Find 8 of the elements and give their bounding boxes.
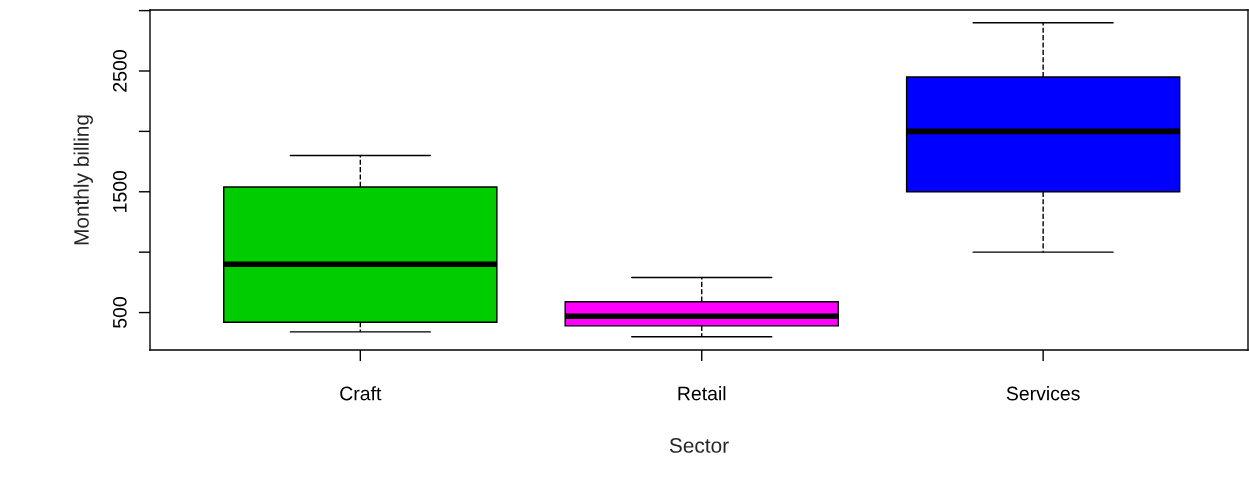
y-tick-label: 500 [112,297,127,328]
x-tick-label: Craft [340,386,382,401]
x-axis-title: Sector [669,438,729,453]
y-tick-label: 2500 [112,50,127,92]
y-tick-label: 1500 [112,170,127,212]
x-tick-label: Services [1006,386,1080,401]
x-tick-label: Retail [678,386,726,401]
y-axis-title: Monthly billing [73,115,93,245]
